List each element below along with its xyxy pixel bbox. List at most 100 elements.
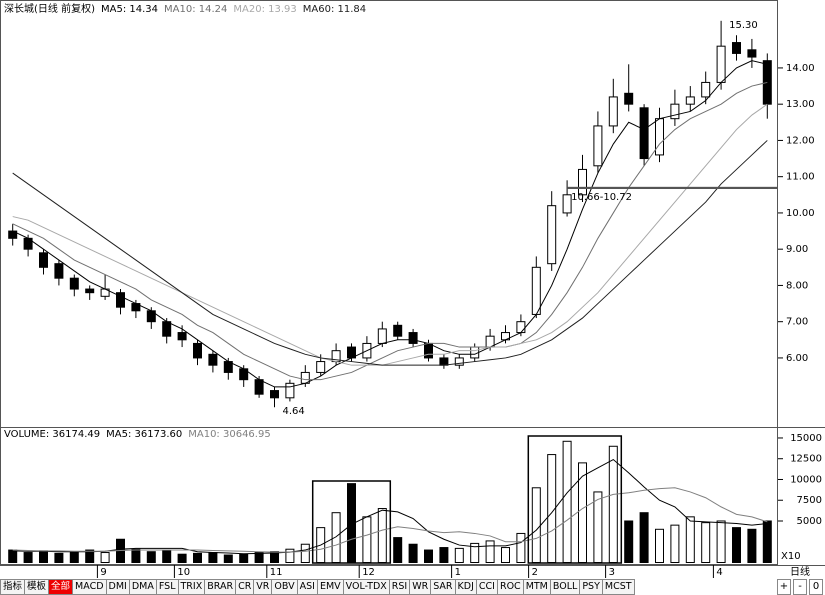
tab[interactable]: KDJ xyxy=(454,579,477,595)
candle-body xyxy=(285,382,295,399)
zoom-buttons: + -0 xyxy=(775,579,823,595)
volume-bar xyxy=(331,512,341,564)
volume-bar xyxy=(193,552,202,564)
period-label[interactable]: 日线 xyxy=(790,565,810,578)
legend-entry: MA20: 13.93 xyxy=(233,4,296,15)
y-tick-label: 12.00 xyxy=(786,135,815,146)
x-tick-label: 9 xyxy=(100,567,106,578)
tab[interactable]: CCI xyxy=(475,579,498,595)
tab[interactable]: EMV xyxy=(316,579,344,595)
tab[interactable]: FSL xyxy=(155,579,179,595)
tab[interactable]: 模板 xyxy=(24,579,50,595)
y-tick-label: 6.00 xyxy=(786,353,808,364)
legend-entry: MA5: 14.34 xyxy=(101,4,158,15)
volume-bar xyxy=(424,549,433,564)
volume-bar xyxy=(39,550,48,564)
scale-label: X10 xyxy=(781,551,801,562)
candle-body xyxy=(193,342,202,359)
candle-body xyxy=(732,42,741,54)
legend-entry: VOLUME: 36174.49 xyxy=(4,429,100,440)
volume-bar xyxy=(762,520,772,564)
tab[interactable]: 0 xyxy=(809,579,823,595)
volume-bar xyxy=(485,540,495,564)
volume-bar xyxy=(670,524,680,564)
ma-line xyxy=(12,81,768,381)
candle-body xyxy=(562,194,572,214)
volume-bar xyxy=(716,520,726,564)
candle-body xyxy=(624,92,634,105)
tab[interactable]: CR xyxy=(235,579,255,595)
tab[interactable]: VR xyxy=(253,579,273,595)
y-tick-label: 7.00 xyxy=(786,317,808,328)
candle-body xyxy=(608,96,618,127)
candle-body xyxy=(593,125,603,167)
indicator-tabs: 指标 模板 全部 MACD DMI DMA FSL TRIX BRAR CR VR OBV ASI EMV… xyxy=(0,579,635,595)
volume-bar xyxy=(69,551,79,564)
x-tick-label: 3 xyxy=(609,567,615,578)
y-tick-label: 13.00 xyxy=(786,99,815,110)
ma-line xyxy=(12,140,768,366)
volume-bar xyxy=(362,516,372,564)
volume-bar xyxy=(285,548,295,564)
candle-body xyxy=(639,107,649,160)
x-tick-label: 10 xyxy=(177,567,190,578)
x-tick-label: 4 xyxy=(716,567,722,578)
volume-bar xyxy=(223,554,233,564)
volume-bar xyxy=(578,462,587,564)
volume-bar xyxy=(470,542,480,564)
tab[interactable]: VOL-TDX xyxy=(342,579,390,595)
tab[interactable]: PSY xyxy=(579,579,603,595)
tab[interactable]: SAR xyxy=(430,579,456,595)
candle-body xyxy=(670,103,680,120)
volume-bar xyxy=(408,543,418,564)
tab[interactable]: 全部 xyxy=(48,579,74,595)
candle-body xyxy=(531,266,541,315)
volume-bar xyxy=(531,487,541,563)
high-label: 15.30 xyxy=(729,20,758,31)
volume-bar xyxy=(701,522,711,564)
y-tick-label: 7500 xyxy=(797,495,822,506)
tab[interactable]: - xyxy=(793,579,807,595)
volume-bar xyxy=(439,547,449,564)
volume-bar xyxy=(516,532,526,564)
candle-body xyxy=(377,328,387,344)
tab[interactable]: 指标 xyxy=(0,579,26,595)
tab[interactable]: MTM xyxy=(522,579,551,595)
legend-entry: MA10: 14.24 xyxy=(164,4,227,15)
tab[interactable]: MCST xyxy=(601,579,635,595)
tab[interactable]: ROC xyxy=(496,579,524,595)
legend-entry: MA60: 11.84 xyxy=(303,4,366,15)
tab[interactable]: OBV xyxy=(271,579,298,595)
volume-bar xyxy=(655,528,664,564)
tab[interactable]: TRIX xyxy=(177,579,206,595)
ma-line xyxy=(12,103,768,366)
legend: VOLUME: 36174.49 MA5: 36173.60 MA10: 30646… xyxy=(4,429,271,440)
tab[interactable]: BOLL xyxy=(549,579,581,595)
tab[interactable]: + xyxy=(777,579,791,595)
candle-body xyxy=(177,332,187,341)
volume-bar xyxy=(393,537,403,564)
tab[interactable]: DMI xyxy=(105,579,130,595)
volume-bar xyxy=(501,547,510,564)
volume-bar xyxy=(162,549,172,564)
tab[interactable]: MACD xyxy=(72,579,107,595)
ma-line xyxy=(12,60,768,388)
volume-bar xyxy=(685,516,695,564)
tab[interactable]: ASI xyxy=(296,579,318,595)
candle-body xyxy=(716,45,726,83)
candle-body xyxy=(254,379,264,395)
volume-bar xyxy=(54,552,64,564)
volume-bar xyxy=(377,508,387,563)
tab[interactable]: WR xyxy=(409,579,432,595)
tab[interactable]: RSI xyxy=(388,579,411,595)
y-tick-label: 10000 xyxy=(790,474,822,485)
legend-entry: 深长城(日线 前复权) xyxy=(4,2,95,15)
candle-body xyxy=(162,321,172,337)
tab[interactable]: BRAR xyxy=(204,579,237,595)
candle-body xyxy=(547,205,557,265)
highlight-box xyxy=(527,435,623,564)
tab[interactable]: DMA xyxy=(128,579,157,595)
volume-bar xyxy=(239,553,249,564)
candle-body xyxy=(69,277,79,290)
